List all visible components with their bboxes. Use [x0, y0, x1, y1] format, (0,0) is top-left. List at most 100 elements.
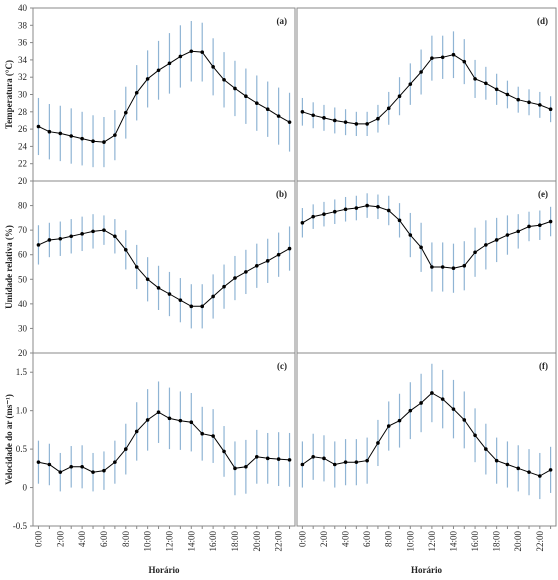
data-point — [254, 101, 259, 105]
data-point — [462, 59, 467, 64]
data-point — [134, 265, 139, 269]
data-point — [538, 103, 542, 107]
y-tick-label: 34 — [18, 55, 28, 65]
y-tick-label: 1.0 — [16, 406, 28, 416]
data-point — [80, 232, 84, 236]
data-point — [102, 228, 106, 232]
data-point — [123, 110, 128, 115]
data-point — [276, 252, 281, 257]
data-point — [311, 455, 315, 459]
data-point — [473, 77, 477, 81]
data-point — [200, 431, 205, 436]
data-point — [265, 107, 270, 112]
data-point — [47, 462, 52, 467]
data-point — [80, 464, 84, 469]
data-point — [254, 263, 259, 268]
series-line — [302, 54, 551, 125]
data-point — [300, 220, 305, 225]
data-point — [233, 466, 237, 471]
data-point — [538, 223, 542, 228]
data-point — [408, 408, 413, 413]
y-tick-label: 60 — [18, 250, 28, 260]
data-point — [548, 468, 553, 472]
data-point — [91, 139, 95, 144]
data-point — [473, 250, 477, 255]
data-point — [311, 214, 315, 219]
data-point — [113, 460, 117, 464]
data-point — [36, 124, 41, 129]
data-point — [430, 56, 434, 60]
data-point — [516, 97, 521, 102]
x-tick-label: 16:00 — [208, 531, 218, 552]
data-point — [287, 458, 292, 462]
data-point — [244, 94, 248, 99]
data-point — [397, 218, 402, 223]
data-point — [300, 110, 305, 114]
data-point — [484, 81, 488, 86]
data-point — [322, 116, 326, 120]
x-tick-label: 10:00 — [143, 531, 153, 552]
x-tick-label: 22:00 — [535, 531, 545, 552]
data-point — [408, 82, 413, 86]
data-point — [211, 434, 215, 438]
data-point — [343, 120, 348, 124]
data-point — [516, 466, 521, 471]
y-tick-label: -0.5 — [13, 521, 28, 531]
y-tick-label: 40 — [18, 299, 28, 309]
data-point — [451, 266, 456, 271]
data-point — [494, 458, 499, 463]
data-point — [386, 208, 391, 213]
x-tick-label: 16:00 — [470, 531, 480, 552]
data-point — [440, 265, 445, 269]
data-point — [397, 418, 402, 423]
y-axis-title: Umidade relativa (%) — [4, 225, 14, 309]
data-point — [69, 134, 74, 138]
data-point — [222, 284, 226, 289]
data-point — [287, 246, 292, 251]
y-tick-label: 24 — [18, 141, 28, 151]
data-point — [58, 470, 63, 474]
data-point — [156, 286, 161, 290]
panel-frame — [296, 352, 557, 527]
x-axis-title: Horário — [149, 565, 180, 575]
data-point — [244, 464, 248, 469]
data-point — [200, 304, 205, 309]
data-point — [287, 120, 292, 124]
data-point — [430, 265, 434, 269]
data-point — [365, 122, 369, 126]
y-tick-label: 32 — [18, 72, 27, 82]
data-point — [505, 92, 510, 97]
data-point — [178, 298, 183, 302]
data-point — [145, 418, 150, 422]
data-point — [365, 458, 369, 463]
data-point — [167, 61, 172, 66]
x-tick-label: 8:00 — [384, 531, 394, 548]
data-point — [322, 456, 326, 461]
y-axis-title: Velocidade do ar (ms⁻¹) — [4, 394, 14, 485]
data-point — [494, 238, 499, 242]
data-point — [233, 276, 237, 280]
x-tick-label: 4:00 — [341, 531, 351, 548]
x-tick-label: 6:00 — [99, 531, 109, 548]
data-point — [91, 470, 95, 474]
panel-label: (c) — [277, 361, 287, 371]
data-point — [69, 464, 74, 469]
x-tick-label: 18:00 — [230, 531, 240, 552]
data-point — [419, 401, 423, 405]
data-point — [505, 233, 510, 237]
data-point — [462, 418, 467, 422]
data-point — [156, 68, 161, 73]
data-point — [343, 207, 348, 212]
data-point — [244, 270, 248, 274]
data-point — [58, 236, 63, 241]
data-point — [354, 122, 359, 126]
data-point — [376, 116, 380, 121]
data-point — [365, 203, 369, 208]
series-line — [302, 205, 551, 269]
y-tick-label: 26 — [18, 124, 28, 134]
data-point — [332, 118, 337, 123]
data-point — [47, 238, 52, 242]
data-point — [343, 460, 348, 464]
data-point — [548, 107, 553, 112]
